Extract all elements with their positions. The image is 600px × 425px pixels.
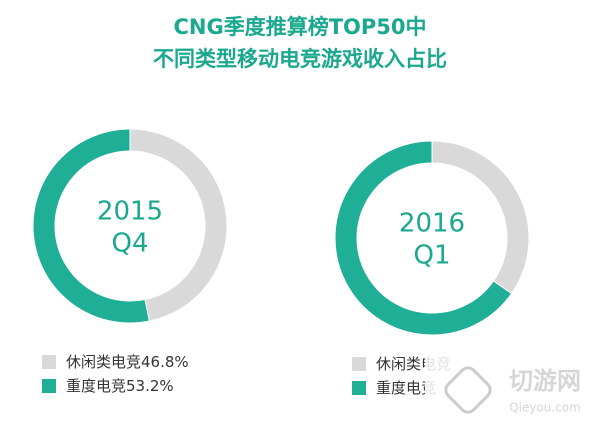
center-label: 2016 [399, 209, 465, 239]
legend-label: 休闲类电竞46.8% [66, 353, 189, 371]
watermark-site: Qieyou.com [509, 401, 581, 415]
legend-label: 重度电竞 [376, 379, 436, 397]
legend-category: 重度电竞 [66, 377, 126, 395]
watermark-name: 切游网 [509, 367, 581, 395]
legend-swatch [42, 355, 56, 369]
watermark-mask [425, 350, 600, 425]
legend-value: 46.8% [141, 353, 189, 371]
donut-segment [334, 140, 513, 336]
watermark-icon [444, 366, 492, 414]
center-label: Q4 [111, 229, 148, 259]
title-line: 不同类型移动电竞游戏收入占比 [153, 47, 447, 71]
legend-swatch [42, 379, 56, 393]
center-label: Q1 [413, 241, 450, 271]
center-label: 2015 [97, 197, 163, 227]
legend-category: 休闲类电竞 [66, 353, 141, 371]
legend-swatch [352, 381, 366, 395]
donut-segment [32, 128, 150, 324]
legend-label: 重度电竞53.2% [66, 377, 174, 395]
title-line: CNG季度推算榜TOP50中 [173, 15, 426, 39]
legend-swatch [352, 357, 366, 371]
legend-category: 重度电竞 [376, 379, 436, 397]
legend-value: 53.2% [126, 377, 174, 395]
